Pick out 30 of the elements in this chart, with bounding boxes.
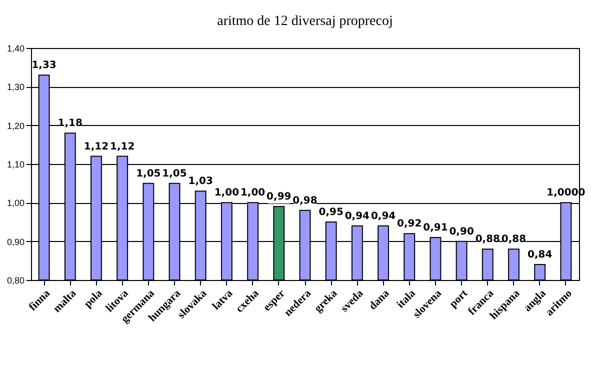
data-label: 1,00 [240, 188, 266, 199]
data-label: 1,00 [214, 188, 240, 199]
data-label: 0,88 [501, 234, 526, 246]
x-tick-label: pola [82, 287, 106, 310]
y-tick-label: 0,80 [6, 276, 24, 286]
data-label: 1,05 [162, 168, 187, 180]
data-label: 0,98 [292, 195, 318, 206]
y-tick-label: 1,00 [6, 198, 24, 208]
x-tick-label: dana [366, 287, 392, 312]
data-label: 1,12 [84, 141, 109, 152]
data-label: 0,95 [318, 207, 344, 218]
data-label: 0,94 [370, 210, 396, 222]
y-tick-label: 1,40 [6, 44, 24, 54]
y-tick-label: 1,10 [6, 160, 24, 170]
data-label: 0,84 [528, 250, 552, 261]
data-label: 0,92 [397, 218, 422, 230]
data-label: 0,91 [423, 222, 448, 234]
data-label: 1,05 [136, 168, 161, 180]
data-label: 1,33 [32, 60, 56, 72]
data-label: 1,03 [188, 176, 213, 188]
data-label: 0,94 [344, 210, 370, 222]
y-tick-label: 0,90 [6, 236, 24, 247]
data-label: 1,18 [58, 118, 83, 130]
data-label: 0,90 [449, 226, 474, 238]
y-tick-label: 1,30 [6, 82, 24, 92]
y-tick-label: 1,20 [6, 120, 24, 131]
data-label: 0,88 [475, 234, 500, 246]
data-label: 1,12 [110, 141, 135, 152]
chart-title: aritmo de 12 diversaj proprecoj [217, 14, 393, 29]
data-label: 0,99 [266, 192, 292, 203]
